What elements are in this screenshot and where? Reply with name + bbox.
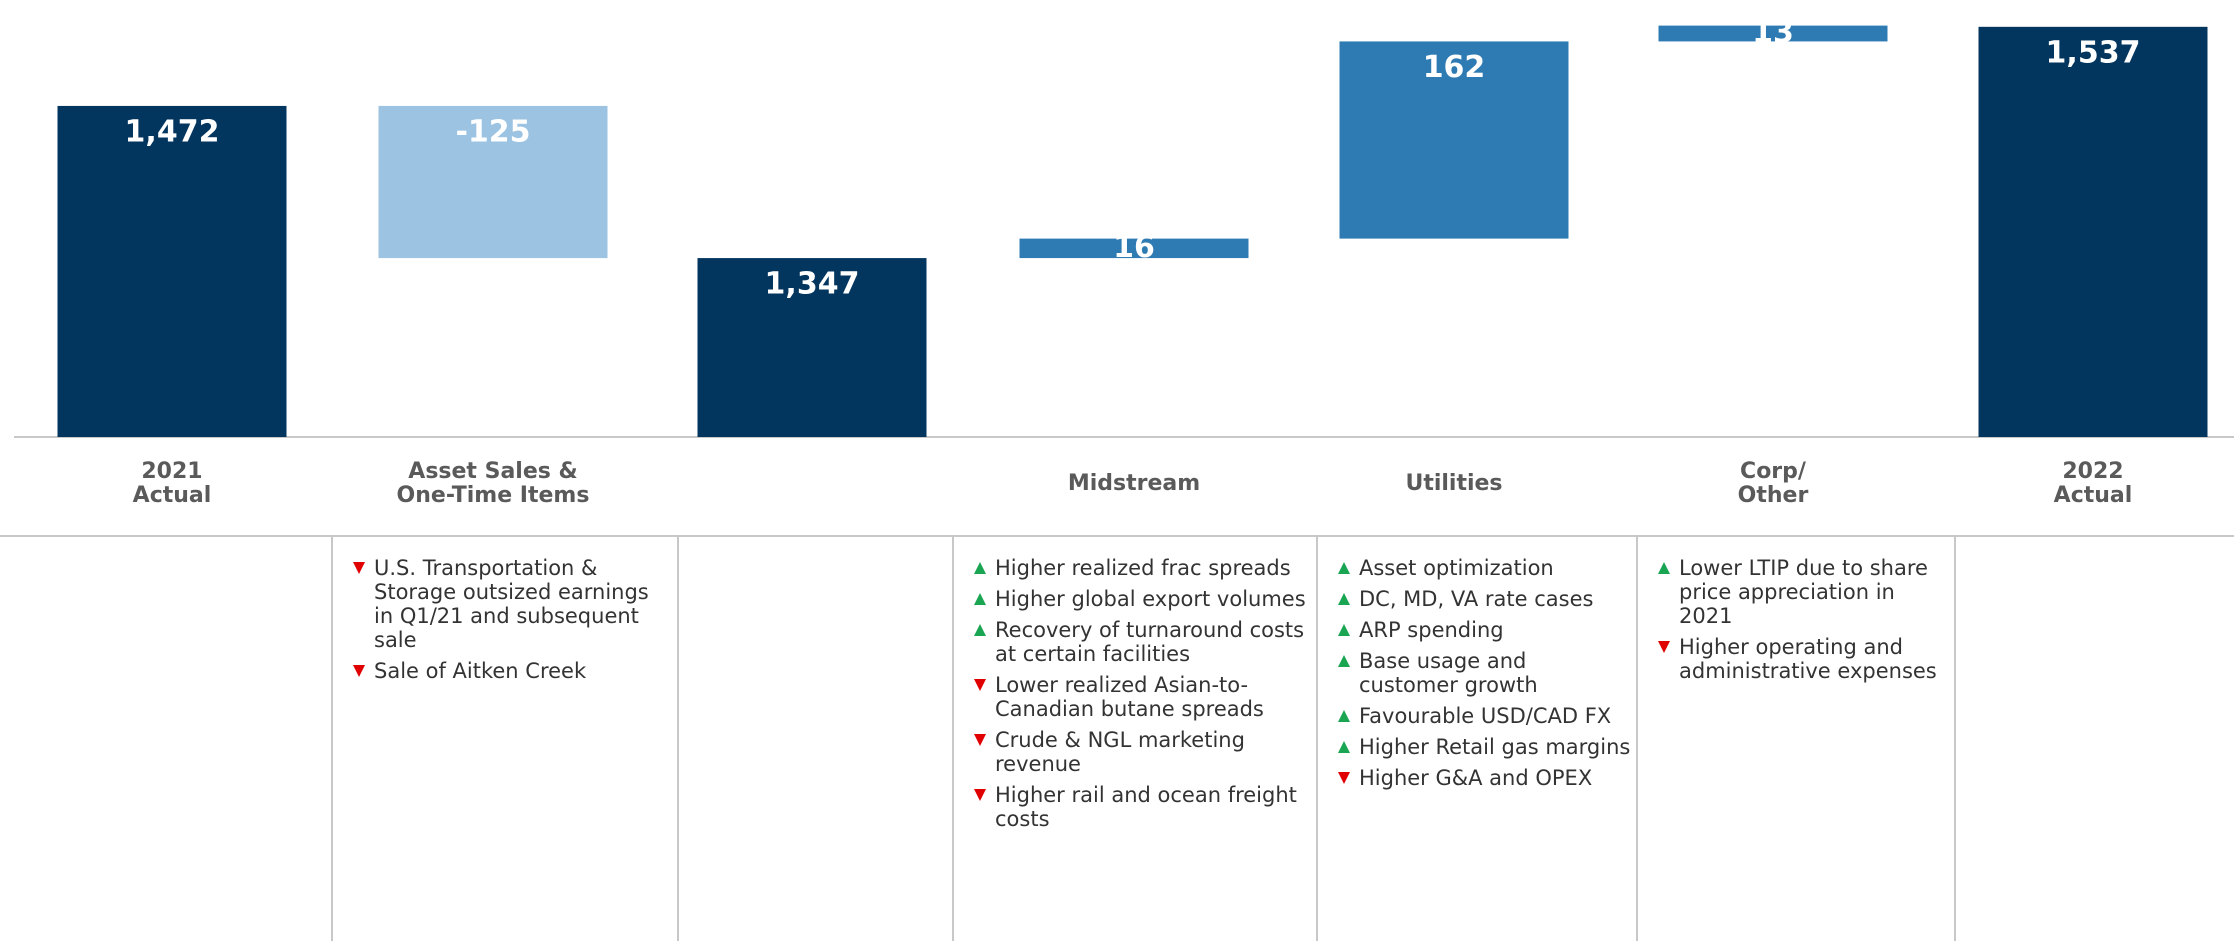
bar (1978, 26, 2208, 438)
arrow-icon (974, 562, 986, 574)
arrow (974, 562, 986, 574)
value-label: 162 (1423, 50, 1486, 85)
bar (697, 258, 927, 437)
value-label: 13 (1752, 15, 1794, 50)
bar (378, 105, 608, 259)
arrow-icon (1338, 741, 1350, 753)
note-item: DC, MD, VA rate cases (1337, 587, 1631, 611)
note-text: Asset optimization (1359, 556, 1554, 580)
value-label: 1,472 (125, 114, 220, 149)
note-text: Higher operating and administrative expe… (1679, 635, 1937, 683)
arrow (1338, 741, 1350, 753)
note-text: Higher global export volumes (995, 587, 1306, 611)
notes-list: Lower LTIP due to share price appreciati… (1657, 556, 1949, 690)
arrow (1338, 624, 1350, 636)
note-item: Favourable USD/CAD FX (1337, 704, 1631, 728)
note-text: Higher rail and ocean freight costs (995, 783, 1297, 831)
note-text: DC, MD, VA rate cases (1359, 587, 1594, 611)
notes-list: Higher realized frac spreads Higher globa… (973, 556, 1311, 838)
note-text: Higher Retail gas margins (1359, 735, 1631, 759)
category-label: Corp/ Other (1737, 459, 1809, 508)
value-label: 1,537 (2046, 35, 2141, 70)
note-item: Asset optimization (1337, 556, 1631, 580)
arrow (974, 679, 986, 691)
note-item: Higher operating and administrative expe… (1657, 635, 1949, 683)
note-item: Lower realized Asian-to-Canadian butane … (973, 673, 1311, 721)
note-item: Base usage and customer growth (1337, 649, 1631, 697)
category-label: 2021 Actual (132, 459, 212, 508)
notes-list: U.S. Transportation & Storage outsized e… (352, 556, 672, 690)
note-text: Higher G&A and OPEX (1359, 766, 1593, 790)
bar (1019, 238, 1249, 259)
arrow (1658, 562, 1670, 574)
arrow (353, 665, 365, 677)
arrow (974, 624, 986, 636)
arrow (1338, 562, 1350, 574)
arrow (1338, 710, 1350, 722)
arrow-icon (353, 562, 365, 574)
arrow-icon (1338, 772, 1350, 784)
note-item: Recovery of turnaround costs at certain … (973, 618, 1311, 666)
arrow-icon (974, 734, 986, 746)
arrow (974, 734, 986, 746)
note-item: Higher global export volumes (973, 587, 1311, 611)
arrow-icon (1338, 593, 1350, 605)
category-label: Midstream (1067, 471, 1201, 496)
note-item: U.S. Transportation & Storage outsized e… (352, 556, 672, 652)
arrow (974, 789, 986, 801)
arrow-icon (1658, 562, 1670, 574)
note-text: Base usage and customer growth (1359, 649, 1538, 697)
note-item: Higher rail and ocean freight costs (973, 783, 1311, 831)
note-text: Lower realized Asian-to-Canadian butane … (995, 673, 1264, 721)
arrow (1338, 655, 1350, 667)
arrow (974, 593, 986, 605)
note-item: Higher G&A and OPEX (1337, 766, 1631, 790)
note-item: ARP spending (1337, 618, 1631, 642)
arrow-icon (974, 679, 986, 691)
bar (1339, 41, 1569, 239)
note-text: Sale of Aitken Creek (374, 659, 587, 683)
arrow-icon (1338, 562, 1350, 574)
notes-list: Asset optimization DC, MD, VA rate cases A… (1337, 556, 1631, 797)
arrow-icon (1658, 641, 1670, 653)
arrow (1338, 593, 1350, 605)
category-label: Asset Sales & One-Time Items (396, 459, 590, 508)
note-text: ARP spending (1359, 618, 1504, 642)
arrow-icon (1338, 624, 1350, 636)
arrow-icon (1338, 655, 1350, 667)
bar (1658, 25, 1888, 42)
note-text: Crude & NGL marketing revenue (995, 728, 1245, 776)
arrow-icon (974, 789, 986, 801)
arrow-icon (974, 624, 986, 636)
value-label: 1,347 (765, 267, 860, 302)
value-label: -125 (455, 114, 530, 149)
note-text: Higher realized frac spreads (995, 556, 1291, 580)
arrow (1658, 641, 1670, 653)
note-item: Lower LTIP due to share price appreciati… (1657, 556, 1949, 628)
note-text: U.S. Transportation & Storage outsized e… (374, 556, 649, 652)
note-item: Higher realized frac spreads (973, 556, 1311, 580)
arrow (1338, 772, 1350, 784)
value-label: 16 (1113, 230, 1155, 265)
arrow-icon (1338, 710, 1350, 722)
arrow (353, 562, 365, 574)
category-label: 2022 Actual (2053, 459, 2133, 508)
note-text: Favourable USD/CAD FX (1359, 704, 1612, 728)
arrow-icon (353, 665, 365, 677)
note-item: Sale of Aitken Creek (352, 659, 672, 683)
category-label: Utilities (1405, 471, 1503, 496)
note-item: Crude & NGL marketing revenue (973, 728, 1311, 776)
bar (57, 105, 287, 438)
note-text: Lower LTIP due to share price appreciati… (1679, 556, 1928, 628)
note-text: Recovery of turnaround costs at certain … (995, 618, 1305, 666)
arrow-icon (974, 593, 986, 605)
note-item: Higher Retail gas margins (1337, 735, 1631, 759)
